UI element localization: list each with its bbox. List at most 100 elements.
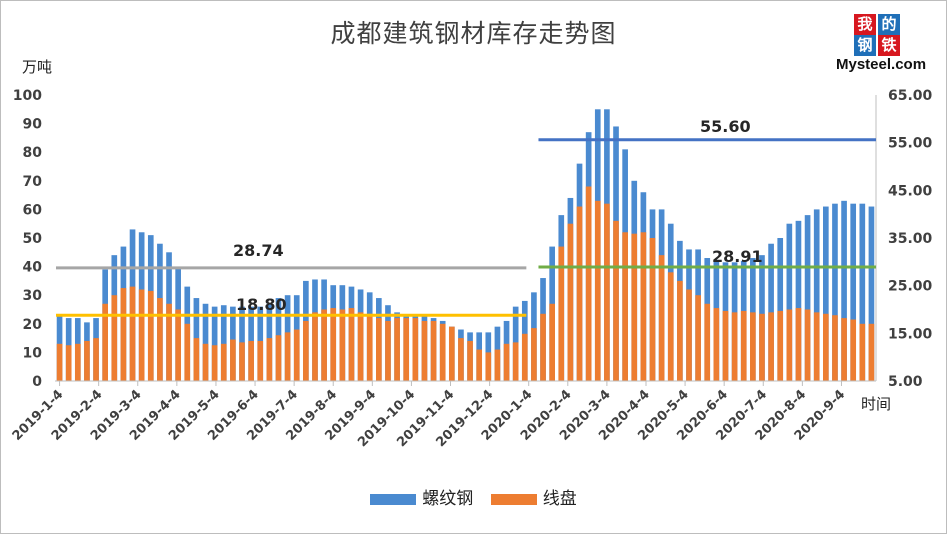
bar-rebar: [795, 220, 802, 381]
mysteel-logo: 我 的 钢 铁 Mysteel.com: [836, 14, 944, 78]
bar-wire: [695, 295, 701, 381]
logo-brand: Mysteel.com: [836, 56, 927, 73]
bar-wire: [594, 200, 601, 381]
bar-wire: [503, 343, 510, 381]
bar-wire: [403, 318, 410, 381]
bar-wire: [257, 340, 264, 381]
y-tick-label: 10: [23, 345, 43, 361]
bar-wire: [649, 238, 656, 381]
bar-wire: [731, 312, 738, 381]
bar-wire: [211, 345, 218, 381]
bar-wire: [303, 320, 309, 381]
bar-wire: [385, 320, 391, 381]
bar-rebar: [220, 305, 227, 381]
legend-swatch-wire: [490, 493, 537, 505]
logo-char: 的: [878, 14, 900, 35]
ref-line-2020-total-label: 55.60: [700, 117, 751, 136]
bar-wire: [759, 313, 765, 381]
legend-swatch-rebar: [370, 493, 417, 505]
legend-label-wire: 线盘: [542, 489, 577, 509]
y2-tick-label: 55.00: [888, 136, 933, 152]
bar-wire: [458, 338, 464, 381]
y-tick-label: 30: [23, 288, 43, 304]
bar-wire: [768, 312, 774, 381]
y-tick-label: 70: [23, 174, 43, 190]
bar-wire: [750, 312, 756, 381]
y-tick-label: 50: [23, 231, 43, 247]
bar-wire: [713, 308, 720, 381]
bar-wire: [421, 320, 428, 381]
bar-rebar: [850, 203, 857, 381]
bar-rebar: [832, 203, 838, 381]
x-axis: 2019-1-42019-2-42019-3-42019-4-42019-5-4…: [10, 380, 876, 450]
bar-wire: [841, 318, 847, 381]
bar-wire: [686, 289, 692, 381]
bar-wire: [795, 308, 802, 381]
y-tick-label: 60: [23, 202, 43, 218]
bar-wire: [476, 349, 483, 381]
bar-wire: [193, 338, 200, 381]
bar-wire: [220, 343, 227, 381]
bar-rebar: [786, 223, 793, 381]
bar-wire: [202, 343, 209, 381]
bar-wire: [84, 340, 90, 381]
chart-title: 成都建筑钢材库存走势图: [330, 19, 617, 48]
x-axis-label: 时间: [861, 395, 892, 413]
legend-label-rebar: 螺纹钢: [422, 489, 474, 509]
bar-wire: [567, 223, 574, 381]
bar-wire: [868, 323, 875, 381]
bar-wire: [540, 313, 546, 381]
logo-char: 我: [854, 14, 876, 35]
y-tick-label: 0: [32, 374, 42, 390]
bar-wire: [239, 342, 245, 381]
bar-wire: [740, 310, 747, 381]
bar-wire: [138, 289, 145, 381]
bar-wire: [284, 332, 291, 381]
reference-lines: 28.74 18.80 55.60 28.91: [56, 117, 876, 317]
bar-wire: [394, 318, 400, 381]
bar-wire: [512, 342, 519, 381]
y2-tick-label: 5.00: [888, 374, 923, 390]
bar-wire: [667, 272, 674, 381]
y-tick-label: 90: [23, 117, 43, 133]
legend-item-rebar: 螺纹钢: [370, 484, 473, 509]
bar-wire: [549, 303, 555, 381]
bar-wire: [248, 340, 254, 381]
ref-line-2019-total-label: 28.74: [233, 241, 284, 260]
bar-wire: [722, 310, 729, 381]
bar-wire: [348, 308, 355, 381]
bar-wire: [430, 320, 437, 381]
y-tick-label: 100: [13, 88, 42, 104]
bar-wire: [850, 319, 857, 381]
bar-wire: [822, 313, 829, 381]
bar-wire: [339, 309, 346, 381]
bar-wire: [184, 323, 191, 381]
bar-wire: [56, 343, 63, 381]
bar-wire: [622, 232, 628, 381]
bar-wire: [786, 309, 793, 381]
bar-wire: [531, 328, 537, 381]
bar-wire: [604, 203, 610, 381]
bar-wire: [521, 333, 528, 381]
bar-wire: [813, 312, 820, 381]
bar-wire: [677, 280, 683, 381]
bar-wire: [111, 295, 118, 381]
y-tick-label: 20: [23, 317, 43, 333]
bar-wire: [321, 309, 327, 381]
bar-wire: [412, 318, 419, 381]
bar-wire: [485, 352, 492, 381]
bar-wire: [439, 323, 446, 381]
bar-wire: [376, 318, 382, 381]
bar-rebar: [813, 209, 820, 381]
bar-wire: [558, 246, 565, 381]
y2-tick-label: 25.00: [888, 279, 933, 295]
bar-wire: [157, 298, 163, 381]
bar-wire: [613, 220, 619, 381]
y-tick-label: 40: [23, 260, 43, 276]
bar-rebar: [211, 306, 218, 381]
bar-wire: [74, 343, 81, 381]
y-tick-label: 80: [23, 145, 43, 161]
bar-rebar: [841, 200, 847, 381]
y2-tick-label: 35.00: [888, 231, 933, 247]
